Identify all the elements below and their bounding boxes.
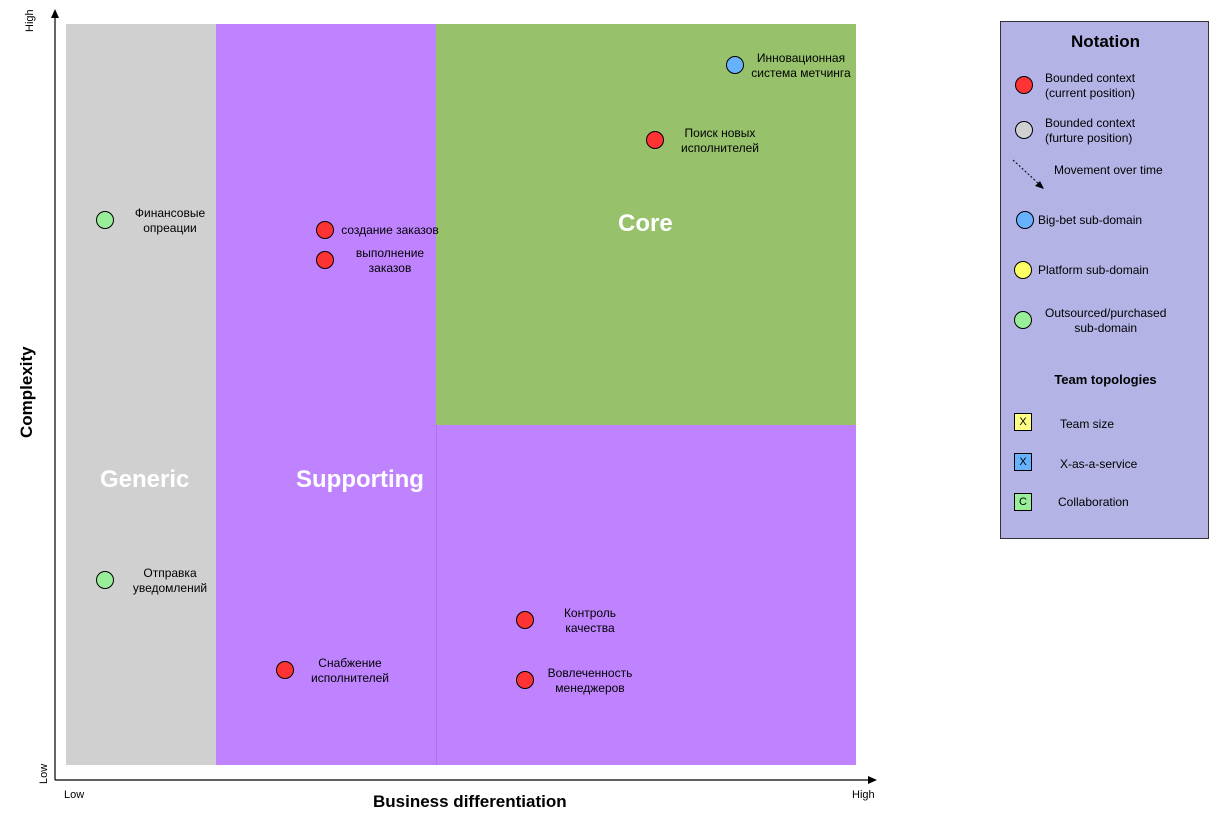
context-dot-search-performers[interactable] <box>646 131 664 149</box>
region-supporting-right <box>436 425 856 765</box>
region-generic <box>66 24 216 765</box>
legend-dot-outsourced <box>1014 311 1032 329</box>
legend-label-future: Bounded context (furture position) <box>1045 116 1136 145</box>
context-label-quality-control: Контроль качества <box>563 606 617 635</box>
legend-label-movement: Movement over time <box>1054 163 1163 177</box>
legend-title: Notation <box>1071 32 1140 51</box>
dashed-arrow-icon <box>1012 159 1044 189</box>
legend-label-outsourced: Outsourced/purchased sub-domain <box>1045 306 1167 335</box>
context-dot-supply[interactable] <box>276 661 294 679</box>
context-dot-manager-engagement[interactable] <box>516 671 534 689</box>
legend-box-team-size: X <box>1014 413 1032 431</box>
team-topologies-title: Team topologies <box>1054 372 1157 387</box>
context-label-create-orders: создание заказов <box>341 223 439 237</box>
legend-dot-platform <box>1014 261 1032 279</box>
context-label-manager-engagement: Вовлеченность менеджеров <box>547 666 633 695</box>
context-label-fulfil-orders: выполнение заказов <box>355 246 425 275</box>
region-generic-label: Generic <box>100 466 190 493</box>
legend-dot-big-bet <box>1016 211 1034 229</box>
region-core <box>436 24 856 425</box>
legend-label-big-bet: Big-bet sub-domain <box>1038 213 1143 227</box>
legend-label-team-size: Team size <box>1060 417 1115 431</box>
x-axis-title: Business differentiation <box>373 792 567 811</box>
context-dot-create-orders[interactable] <box>316 221 334 239</box>
context-dot-quality-control[interactable] <box>516 611 534 629</box>
context-label-search-performers: Поиск новых исполнителей <box>681 126 759 155</box>
context-dot-notifications[interactable] <box>96 571 114 589</box>
context-dot-finance[interactable] <box>96 211 114 229</box>
legend-box-x-as-a-service: X <box>1014 453 1032 471</box>
context-label-finance: Финансовые опреации <box>134 206 206 235</box>
legend-box-collaboration: C <box>1014 493 1032 511</box>
x-axis-low-label: Low <box>64 789 85 801</box>
region-supporting-left <box>216 24 436 765</box>
y-axis-high-label: High <box>24 9 36 32</box>
legend-dot-future <box>1015 121 1033 139</box>
y-axis-low-label: Low <box>38 763 50 784</box>
legend-label-current: Bounded context (current position) <box>1045 71 1136 100</box>
context-label-matching: Инновационная система метчинга <box>751 51 851 80</box>
context-label-notifications: Отправка уведомлений <box>132 566 208 595</box>
legend-label-platform: Platform sub-domain <box>1038 263 1149 277</box>
legend-dot-current <box>1015 76 1033 94</box>
context-dot-matching[interactable] <box>726 56 744 74</box>
notation-legend: Notation Bounded context (current positi… <box>1000 21 1209 539</box>
x-axis-high-label: High <box>852 789 875 801</box>
y-axis-title: Complexity <box>17 346 36 438</box>
legend-label-x-as-a-service: X-as-a-service <box>1060 457 1138 471</box>
region-supporting-label: Supporting <box>296 466 424 493</box>
legend-label-collaboration: Collaboration <box>1058 495 1129 509</box>
context-label-supply: Снабжение исполнителей <box>311 656 389 685</box>
region-core-label: Core <box>618 210 673 237</box>
context-dot-fulfil-orders[interactable] <box>316 251 334 269</box>
